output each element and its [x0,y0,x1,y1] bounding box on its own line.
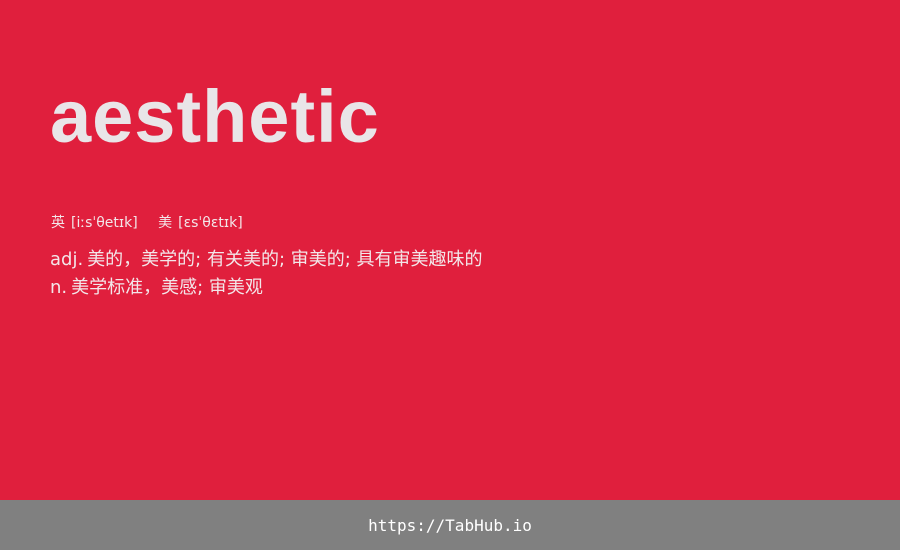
pronunciation-row: 英 [iːsˈθetɪk] 美 [ɛsˈθɛtɪk] [51,213,243,233]
pronunciation-us-label: 美 [158,215,173,231]
part-of-speech: adj. [50,249,84,270]
part-of-speech: n. [50,277,68,298]
footer-bar: https://TabHub.io [0,500,900,550]
pronunciation-us: 美 [ɛsˈθɛtɪk] [158,213,243,233]
pronunciation-uk: 英 [iːsˈθetɪk] [51,213,138,233]
word-title: aesthetic [50,75,380,158]
pronunciation-uk-ipa: [iːsˈθetɪk] [71,215,138,231]
definition-list: adj. 美的，美学的; 有关美的; 审美的; 具有审美趣味的 n. 美学标准，美感… [50,246,483,302]
definition-item: adj. 美的，美学的; 有关美的; 审美的; 具有审美趣味的 [50,246,483,274]
tabhub-link[interactable]: https://TabHub.io [368,515,532,535]
definition-text: 美的，美学的; 有关美的; 审美的; 具有审美趣味的 [87,249,483,270]
definition-item: n. 美学标准，美感; 审美观 [50,274,483,302]
definition-text: 美学标准，美感; 审美观 [71,277,263,298]
pronunciation-us-ipa: [ɛsˈθɛtɪk] [178,215,243,231]
pronunciation-uk-label: 英 [51,215,65,231]
word-card: aesthetic 英 [iːsˈθetɪk] 美 [ɛsˈθɛtɪk] adj. 美… [50,75,483,302]
